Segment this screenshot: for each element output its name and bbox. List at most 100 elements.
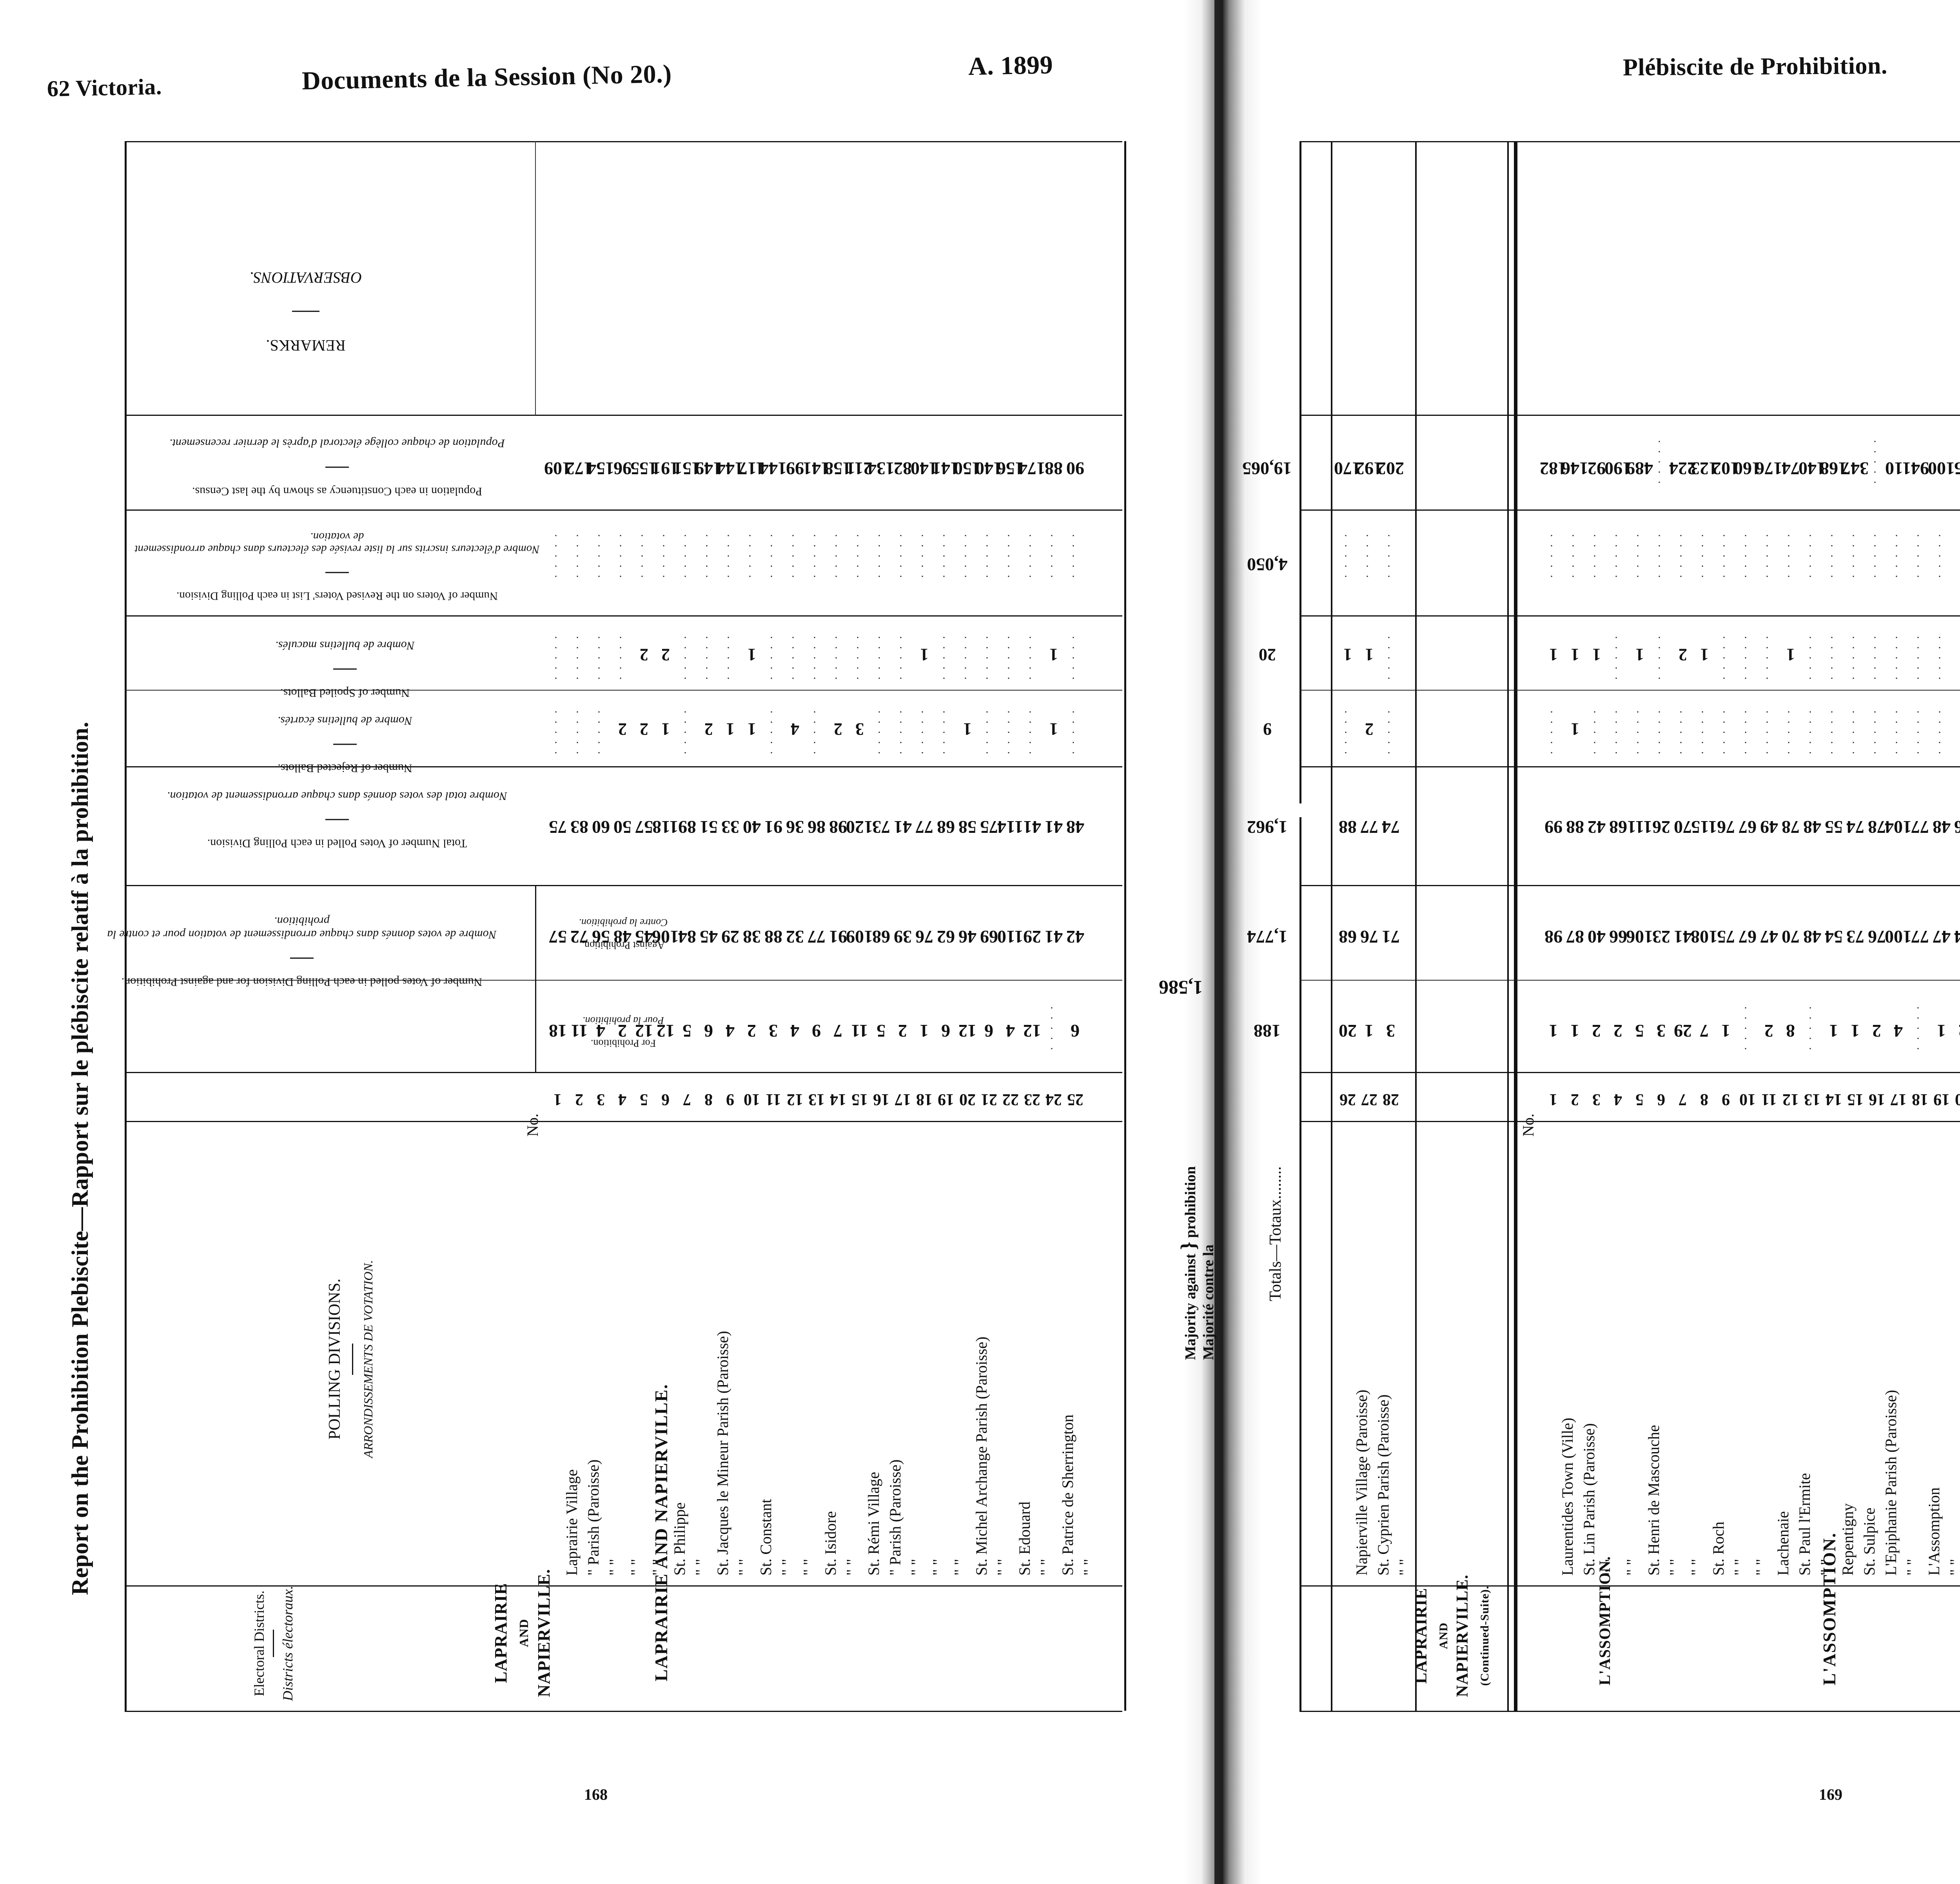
district-name-laprairie-continued: LAPRAIRIE AND NAPIERVILLE. (Continued-Suite… <box>1411 1574 1494 1697</box>
rule-against-for <box>125 980 1122 981</box>
cell-rejected: ..... <box>1931 702 1952 756</box>
header-voters-en: Number of Voters on the Revised Voters' … <box>176 589 498 602</box>
cell-for: 11 <box>851 1021 868 1041</box>
rule-population-voters <box>125 510 1122 511</box>
cell-total-polled: 77 <box>1360 817 1378 837</box>
cell-total-polled: 68 <box>1609 817 1627 837</box>
leader-dots: ..... <box>1636 526 1642 580</box>
cell-total-polled: 42 <box>1587 817 1606 837</box>
cell-rejected: ..... <box>1952 702 1960 756</box>
header-spoiled: Number of Spoiled Ballots. Nombre de bul… <box>157 626 533 713</box>
cell-polling-division: " " <box>649 1559 667 1576</box>
cell-voters: ..... <box>1607 525 1629 604</box>
cell-polling-division: St. Philippe <box>670 1502 688 1576</box>
cell-number: 17 <box>1890 1090 1907 1108</box>
cell-for: 2 <box>1872 1021 1881 1041</box>
cell-against: 57 <box>548 927 567 947</box>
cell-total-polled: 68 <box>936 817 955 837</box>
cell-voters: ..... <box>1823 525 1844 604</box>
cell-rejected: ..... <box>1866 702 1887 756</box>
cell-number: 6 <box>661 1090 670 1108</box>
cell-voters: ..... <box>1844 525 1866 604</box>
cell-against: 77 <box>807 927 826 947</box>
cell-polling-division: " " <box>800 1559 818 1576</box>
header-rejected-fr: Nombre de bulletins écartés. <box>278 714 412 727</box>
rule-bottom <box>125 1711 1122 1712</box>
leader-dots: ..... <box>597 628 603 682</box>
leader-dots: ..... <box>1938 702 1944 756</box>
header-rejected: Number of Rejected Ballots. Nombre de bu… <box>157 701 533 788</box>
header-votes-group: Number of Votes polled in each Polling D… <box>82 901 521 1002</box>
cell-rejected: 2 <box>704 719 713 739</box>
cell-rejected: ..... <box>1021 702 1043 756</box>
leader-dots: ..... <box>1895 526 1900 580</box>
cell-voters: ..... <box>1672 525 1693 604</box>
cell-against: 29 <box>1023 927 1041 947</box>
cell-population: 151 <box>673 458 701 479</box>
leader-dots: ..... <box>1029 702 1034 756</box>
cell-polling-division: St. Roch <box>1709 1521 1727 1576</box>
cell-spoiled: 1 <box>1549 645 1558 664</box>
leader-dots: ..... <box>576 702 581 756</box>
cell-spoiled: ..... <box>547 627 568 682</box>
rule-continued-totals-col <box>1331 141 1332 1711</box>
district-name-lassomption: L'ASSOMPTION. <box>1819 1532 1839 1685</box>
rule-block-divider <box>1514 141 1515 1711</box>
column-number-cont: 26 27 28 <box>1337 1082 1401 1117</box>
cell-population: 141 <box>803 458 830 479</box>
cell-polling-division: " " <box>1601 1559 1619 1576</box>
leader-dots: ..... <box>985 702 991 756</box>
cell-voters: ..... <box>1043 525 1064 604</box>
cell-total-polled: 26 <box>1652 817 1670 837</box>
leader-dots: ..... <box>1550 702 1555 756</box>
cell-total-polled: 88 <box>1338 817 1357 837</box>
leader-dots: ..... <box>1938 526 1944 580</box>
leader-dots: ..... <box>1830 702 1836 756</box>
column-voters-assomption: ........................................… <box>1543 525 1960 604</box>
cell-number: 1 <box>554 1090 562 1108</box>
cell-against: 109 <box>846 927 873 947</box>
cell-rejected: ..... <box>1380 702 1401 756</box>
cell-population: 117 <box>739 458 765 479</box>
cell-for: 12 <box>1023 1021 1041 1041</box>
cell-spoiled: ..... <box>1866 627 1887 682</box>
header-electoral-districts-fr: Districts électoraux. <box>280 1586 296 1701</box>
column-polling-division-left: Laprairie Village " Parish (Paroisse) " " "… <box>547 1137 1098 1579</box>
cell-total-polled: 49 <box>1760 817 1778 837</box>
cell-spoiled: ..... <box>676 627 698 682</box>
cell-polling-division: " " <box>1817 1559 1835 1576</box>
cell-spoiled: ..... <box>1650 627 1672 682</box>
leader-dots: ..... <box>1809 998 1814 1052</box>
cell-rejected: ..... <box>1780 702 1801 756</box>
leader-dots: ..... <box>662 526 668 580</box>
cell-for: 2 <box>1613 1021 1622 1041</box>
column-voters-cont: ............... <box>1337 525 1401 604</box>
running-head-plebiscite: Plébiscite de Prohibition. <box>1622 52 1888 81</box>
cell-against: 45 <box>635 927 653 947</box>
cell-population: 155 <box>630 458 657 479</box>
cell-voters: ..... <box>1715 525 1737 604</box>
cell-voters: ..... <box>1337 525 1358 604</box>
cell-population: 190 <box>1604 458 1632 479</box>
cell-population: 192 <box>1356 458 1383 479</box>
cell-population: 82 <box>893 458 912 479</box>
header-divider <box>325 466 349 468</box>
leader-dots: ..... <box>554 628 560 682</box>
cell-total-polled: 99 <box>1544 817 1563 837</box>
table-laprairie-napierville <box>125 141 1126 1711</box>
rule-total-votes <box>125 885 1122 886</box>
rule-for-number <box>125 1072 1122 1073</box>
cell-for: 2 <box>618 1021 627 1041</box>
cell-population: 100 <box>1928 458 1955 479</box>
column-population-cont: 170 192 202 <box>1334 431 1404 506</box>
leader-dots: ..... <box>1658 432 1663 486</box>
cell-rejected: ..... <box>676 702 698 756</box>
cell-voters: ..... <box>1909 525 1931 604</box>
cell-voters: ..... <box>1866 525 1887 604</box>
leader-dots: ..... <box>1809 526 1814 580</box>
cell-population: 174 <box>1018 458 1045 479</box>
header-voters: Number of Voters on the Revised Voters' … <box>129 517 545 615</box>
cell-voters: ..... <box>655 525 676 604</box>
leader-dots: ..... <box>1701 526 1706 580</box>
cell-spoiled: ..... <box>935 627 956 682</box>
